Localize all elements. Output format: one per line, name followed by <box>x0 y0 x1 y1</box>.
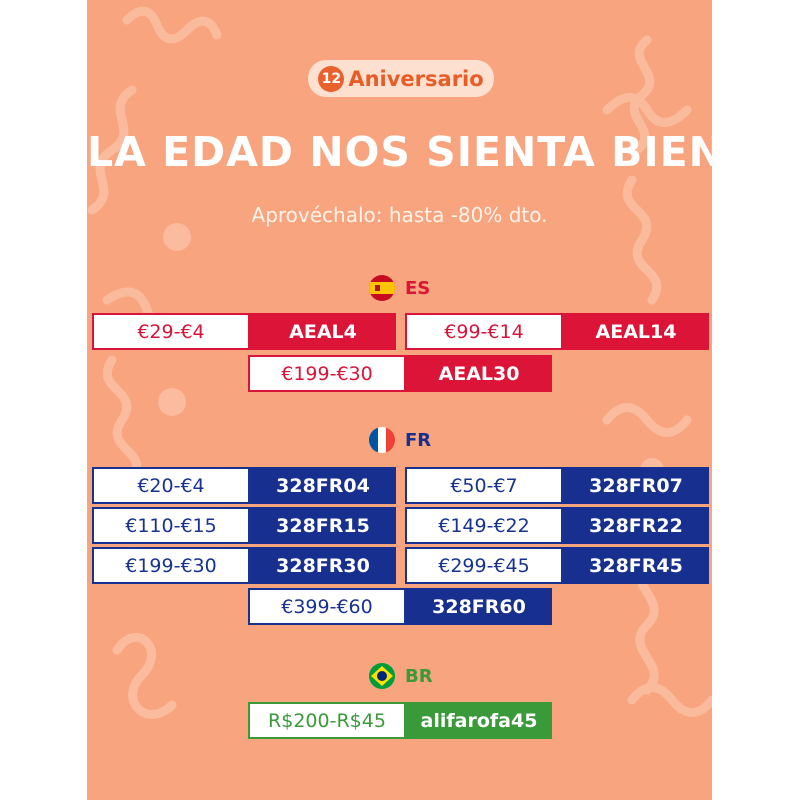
coupon-fr-2[interactable]: €50-€7 328FR07 <box>405 467 709 504</box>
region-header-br: BR <box>369 663 433 689</box>
coupon-es-2[interactable]: €99-€14 AEAL14 <box>405 313 709 350</box>
brazil-flag-icon <box>369 663 395 689</box>
coupon-range: €199-€30 <box>92 547 250 584</box>
coupon-range: €20-€4 <box>92 467 250 504</box>
coupon-code[interactable]: 328FR45 <box>563 547 709 584</box>
coupon-code[interactable]: 328FR15 <box>250 507 396 544</box>
coupon-code[interactable]: 328FR30 <box>250 547 396 584</box>
coupon-range: €110-€15 <box>92 507 250 544</box>
promo-panel: 12 Aniversario LA EDAD NOS SIENTA BIEN A… <box>87 0 712 800</box>
region-header-fr: FR <box>369 427 431 453</box>
coupon-range: €50-€7 <box>405 467 563 504</box>
coupon-range: R$200-R$45 <box>248 702 406 739</box>
coupon-range: €399-€60 <box>248 588 406 625</box>
coupon-range: €199-€30 <box>248 355 406 392</box>
coupon-code[interactable]: 328FR60 <box>406 588 552 625</box>
coupon-range: €99-€14 <box>405 313 563 350</box>
coupon-range: €299-€45 <box>405 547 563 584</box>
region-label-es: ES <box>405 277 431 299</box>
coupon-br-1[interactable]: R$200-R$45 alifarofa45 <box>248 702 552 739</box>
coupon-fr-4[interactable]: €149-€22 328FR22 <box>405 507 709 544</box>
coupon-range: €149-€22 <box>405 507 563 544</box>
coupon-fr-7[interactable]: €399-€60 328FR60 <box>248 588 552 625</box>
coupon-code[interactable]: AEAL14 <box>563 313 709 350</box>
region-label-br: BR <box>405 665 433 687</box>
coupon-code[interactable]: alifarofa45 <box>406 702 552 739</box>
france-flag-icon <box>369 427 395 453</box>
coupon-fr-3[interactable]: €110-€15 328FR15 <box>92 507 396 544</box>
coupon-fr-5[interactable]: €199-€30 328FR30 <box>92 547 396 584</box>
coupon-fr-1[interactable]: €20-€4 328FR04 <box>92 467 396 504</box>
page-title: LA EDAD NOS SIENTA BIEN <box>87 128 712 176</box>
page-subtitle: Aprovéchalo: hasta -80% dto. <box>251 203 548 227</box>
coupon-code[interactable]: 328FR07 <box>563 467 709 504</box>
region-header-es: ES <box>369 275 430 301</box>
coupon-es-3[interactable]: €199-€30 AEAL30 <box>248 355 552 392</box>
coupon-code[interactable]: AEAL30 <box>406 355 552 392</box>
anniversary-label: Aniversario <box>348 66 484 91</box>
region-label-fr: FR <box>405 429 432 451</box>
coupon-fr-6[interactable]: €299-€45 328FR45 <box>405 547 709 584</box>
coupon-code[interactable]: 328FR22 <box>563 507 709 544</box>
anniversary-number: 12 <box>318 65 345 92</box>
coupon-es-1[interactable]: €29-€4 AEAL4 <box>92 313 396 350</box>
anniversary-badge: 12 Aniversario <box>308 60 494 97</box>
coupon-code[interactable]: 328FR04 <box>250 467 396 504</box>
coupon-code[interactable]: AEAL4 <box>250 313 396 350</box>
spain-flag-icon <box>369 275 395 301</box>
coupon-range: €29-€4 <box>92 313 250 350</box>
